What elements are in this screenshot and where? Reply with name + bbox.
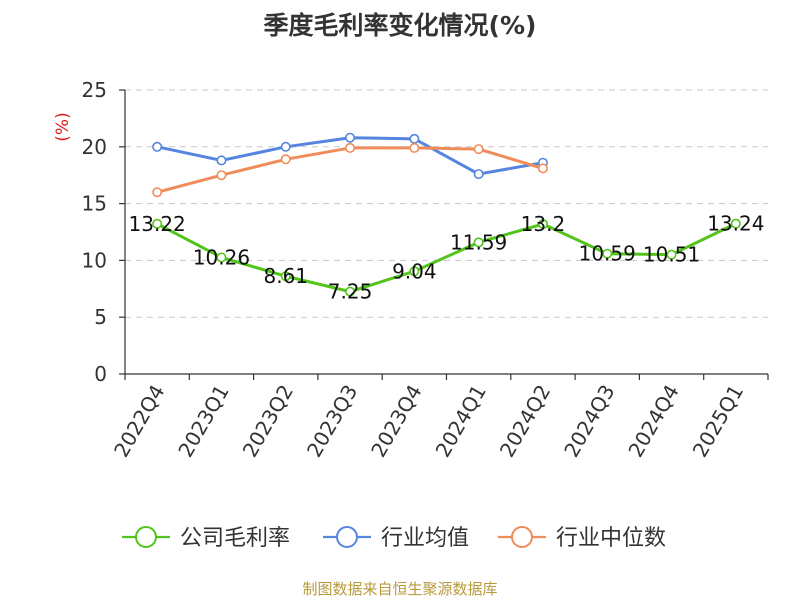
y-tick-label: 25 xyxy=(82,78,107,102)
x-tick-label: 2023Q4 xyxy=(366,381,426,462)
data-point xyxy=(280,141,291,152)
legend-label: 行业中位数 xyxy=(556,526,666,551)
data-point xyxy=(730,218,741,229)
series-2 xyxy=(152,132,548,180)
series-line xyxy=(156,222,737,294)
data-label: 13.24 xyxy=(707,212,764,236)
legend-item: 行业中位数 xyxy=(498,526,666,551)
legend-item: 行业均值 xyxy=(323,526,469,551)
data-point xyxy=(345,142,356,153)
legend-marker xyxy=(336,526,358,548)
data-point xyxy=(537,163,548,174)
data-point xyxy=(152,141,163,152)
series-3 xyxy=(152,142,548,198)
data-point xyxy=(473,169,484,180)
legend-marker xyxy=(511,526,533,548)
data-point xyxy=(666,249,677,260)
data-label: 13.22 xyxy=(129,212,186,236)
legend-label: 行业均值 xyxy=(381,526,469,551)
x-tick-label: 2022Q4 xyxy=(109,381,169,462)
data-label: 7.25 xyxy=(328,280,373,304)
data-point xyxy=(216,252,227,263)
data-label: 13.2 xyxy=(521,212,566,236)
data-point xyxy=(409,266,420,277)
data-labels: 13.22 10.26 8.61 7.25 9.04 11.59 13.2 10.59 10.5… xyxy=(129,212,765,304)
data-point xyxy=(152,187,163,198)
data-point xyxy=(345,132,356,143)
data-point xyxy=(602,248,613,259)
x-tick-label: 2024Q2 xyxy=(495,381,555,462)
legend-label: 公司毛利率 xyxy=(180,526,290,551)
y-tick-label: 15 xyxy=(82,192,107,216)
data-point xyxy=(473,237,484,248)
legend-marker xyxy=(135,526,157,548)
chart-title: 季度毛利率变化情况(%) xyxy=(264,11,537,40)
data-point xyxy=(280,154,291,165)
data-point xyxy=(280,271,291,282)
data-point xyxy=(537,219,548,230)
series-1 xyxy=(152,218,741,297)
data-point xyxy=(152,218,163,229)
data-label: 11.59 xyxy=(450,230,507,254)
data-point xyxy=(409,133,420,144)
x-tick-label: 2024Q3 xyxy=(559,381,619,462)
x-tick-label: 2023Q1 xyxy=(173,381,233,462)
data-label: 8.61 xyxy=(263,264,308,288)
series-layer xyxy=(152,132,741,297)
y-tick-label: 20 xyxy=(82,135,107,159)
data-label: 10.59 xyxy=(579,242,636,266)
series-line xyxy=(156,146,544,194)
x-tick-label: 2024Q4 xyxy=(623,381,683,462)
data-point xyxy=(216,155,227,166)
data-point xyxy=(345,286,356,297)
y-tick-label: 0 xyxy=(94,362,107,386)
legend-item: 公司毛利率 xyxy=(122,526,290,551)
data-label: 10.51 xyxy=(643,243,700,267)
data-label: 9.04 xyxy=(392,259,437,283)
data-point xyxy=(409,142,420,153)
source-note: 制图数据来自恒生聚源数据库 xyxy=(302,580,497,598)
grid xyxy=(125,89,768,318)
data-label: 10.26 xyxy=(193,245,250,269)
legend: 公司毛利率 行业均值 行业中位数 xyxy=(122,526,666,551)
data-point xyxy=(216,170,227,181)
data-point xyxy=(473,144,484,155)
x-tick-label: 2023Q3 xyxy=(302,381,362,462)
x-tick-label: 2023Q2 xyxy=(238,381,298,462)
x-tick-label: 2025Q1 xyxy=(688,381,748,462)
y-tick-label: 10 xyxy=(82,248,107,272)
y-unit-label: (%) xyxy=(53,112,73,141)
y-tick-label: 5 xyxy=(94,305,107,329)
x-tick-label: 2024Q1 xyxy=(431,381,491,462)
